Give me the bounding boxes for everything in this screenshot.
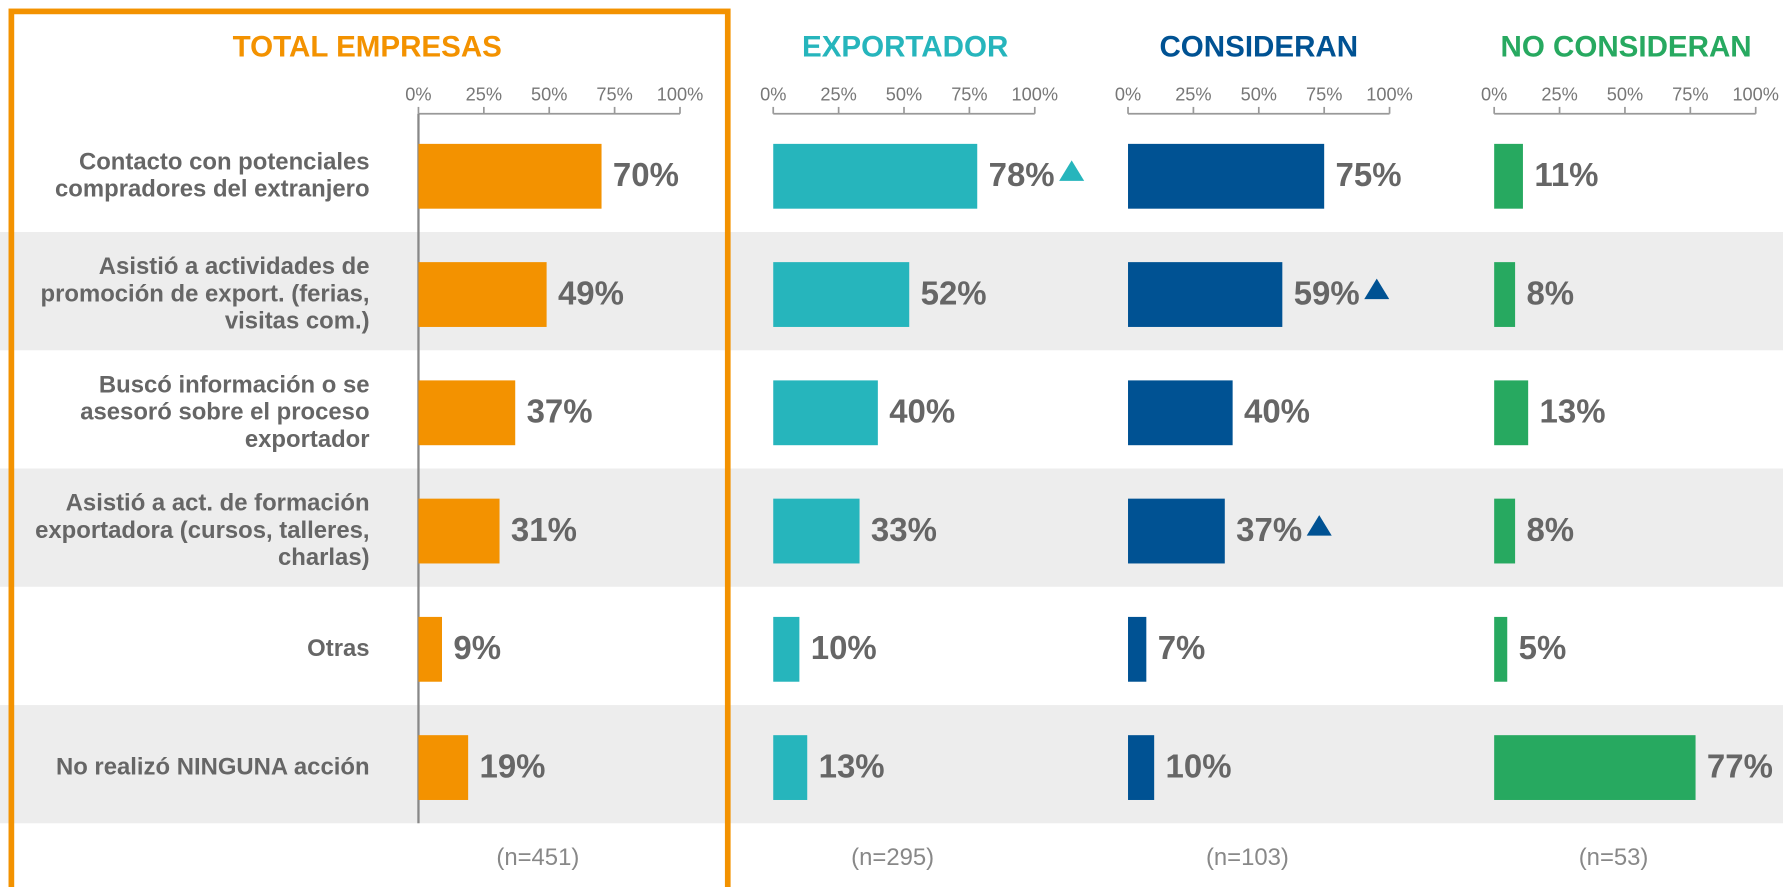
bar <box>1494 498 1516 564</box>
significance-marker <box>1364 278 1390 300</box>
value-label: 9% <box>453 629 501 666</box>
bar <box>1494 380 1529 446</box>
highlight-frame <box>8 8 731 887</box>
value-label: 37% <box>1236 511 1302 548</box>
x-tick-label: 25% <box>820 84 856 104</box>
bar <box>773 262 910 327</box>
bar <box>418 616 442 682</box>
category-text: No realizó NINGUNA acción <box>55 753 370 781</box>
bar <box>1128 498 1225 564</box>
x-tick-label: 0% <box>405 84 431 104</box>
x-tick-label: 100% <box>657 84 704 104</box>
value-label: 70% <box>613 156 679 193</box>
category-label: Asistió a actividades de promoción de ex… <box>40 253 370 335</box>
bar <box>418 143 602 209</box>
bar <box>1494 143 1523 209</box>
x-tick-label: 50% <box>531 84 567 104</box>
value-label: 59% <box>1294 274 1360 311</box>
bar <box>773 143 978 209</box>
x-tick-label: 75% <box>596 84 632 104</box>
category-label: No realizó NINGUNA acción <box>55 753 370 781</box>
x-tick-label: 25% <box>1175 84 1211 104</box>
sample-size-note: (n=295) <box>851 844 934 871</box>
x-tick-label: 50% <box>886 84 922 104</box>
bar <box>418 380 516 446</box>
panel-title: NO CONSIDERAN <box>1500 31 1751 64</box>
bar <box>1494 616 1508 682</box>
bar <box>418 735 469 800</box>
row-band <box>0 468 1783 587</box>
value-label: 75% <box>1336 156 1402 193</box>
bar <box>1494 262 1516 327</box>
category-label: Otras <box>307 635 370 662</box>
category-text: Asistió a actividades de promoción de ex… <box>40 253 370 335</box>
background <box>0 8 1783 887</box>
x-tick-label: 50% <box>1241 84 1277 104</box>
category-text: Buscó información o se asesoró sobre el … <box>80 371 370 453</box>
row-band <box>0 705 1783 824</box>
value-label: 7% <box>1158 629 1206 666</box>
x-tick-label: 25% <box>1541 84 1577 104</box>
x-tick-label: 0% <box>1115 84 1141 104</box>
bar <box>773 498 860 564</box>
bar <box>418 262 547 327</box>
category-text: Contacto con potenciales compradores del… <box>55 148 370 203</box>
sample-size-note: (n=451) <box>496 844 579 871</box>
significance-marker <box>1059 160 1085 181</box>
panel-title: CONSIDERAN <box>1159 31 1358 64</box>
bar <box>1128 143 1325 209</box>
value-label: 13% <box>819 747 885 784</box>
category-label: Asistió a act. de formación exportadora … <box>35 490 370 571</box>
value-label: 49% <box>558 274 624 311</box>
x-tick-label: 100% <box>1366 84 1413 104</box>
bar <box>1128 380 1233 446</box>
bar <box>1128 616 1147 682</box>
sample-size-note: (n=53) <box>1579 844 1649 871</box>
sample-size-note: (n=103) <box>1206 844 1289 871</box>
x-tick-label: 50% <box>1607 84 1643 104</box>
x-tick-label: 0% <box>1481 84 1507 104</box>
bar <box>1128 262 1283 327</box>
value-label: 11% <box>1534 156 1598 193</box>
value-label: 10% <box>811 629 877 666</box>
category-label: Contacto con potenciales compradores del… <box>55 148 370 203</box>
significance-marker <box>1306 515 1332 536</box>
x-tick-label: 100% <box>1732 84 1779 104</box>
value-label: 52% <box>921 274 987 311</box>
x-tick-label: 75% <box>1306 84 1342 104</box>
panel-title: TOTAL EMPRESAS <box>233 31 502 64</box>
value-label: 31% <box>511 511 577 548</box>
category-text: Asistió a act. de formación exportadora … <box>35 490 370 571</box>
bar <box>1128 735 1155 800</box>
panel-title: EXPORTADOR <box>802 31 1008 64</box>
value-label: 33% <box>871 511 937 548</box>
bar <box>773 616 800 682</box>
value-label: 5% <box>1519 629 1567 666</box>
value-label: 19% <box>480 747 546 784</box>
value-label: 8% <box>1526 511 1574 548</box>
value-label: 8% <box>1526 274 1574 311</box>
category-label: Buscó información o se asesoró sobre el … <box>80 371 370 453</box>
x-tick-label: 100% <box>1012 84 1059 104</box>
x-tick-label: 25% <box>466 84 502 104</box>
value-label: 40% <box>1244 393 1310 430</box>
value-label: 40% <box>889 393 955 430</box>
bar <box>1494 735 1696 800</box>
x-tick-label: 0% <box>760 84 786 104</box>
value-label: 13% <box>1540 393 1606 430</box>
value-label: 78% <box>989 156 1055 193</box>
value-label: 10% <box>1166 747 1232 784</box>
bar <box>773 380 878 446</box>
category-text: Otras <box>307 635 370 662</box>
bar <box>418 498 500 564</box>
x-tick-label: 75% <box>1672 84 1708 104</box>
bar <box>773 735 808 800</box>
value-label: 37% <box>527 393 593 430</box>
x-tick-label: 75% <box>951 84 987 104</box>
value-label: 77% <box>1707 747 1773 784</box>
